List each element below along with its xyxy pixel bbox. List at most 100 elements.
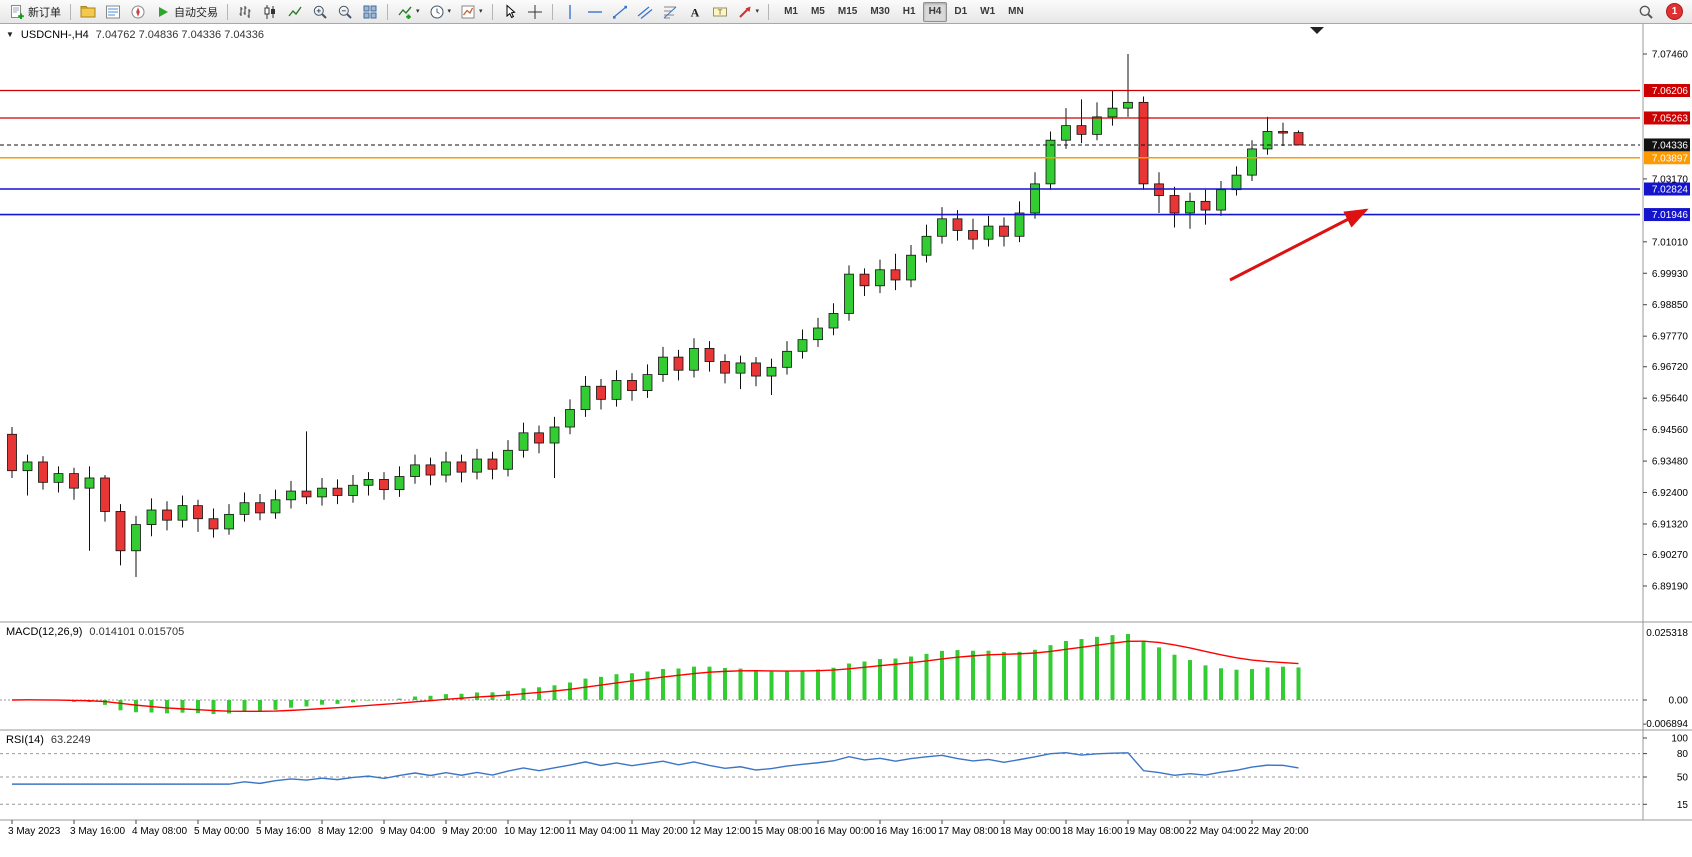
annotation-arrow[interactable] <box>1229 208 1369 282</box>
indicators-button[interactable]: ▾ <box>393 2 424 22</box>
chart-symbol-header: ▼ USDCNH-,H4 7.04762 7.04836 7.04336 7.0… <box>6 29 264 41</box>
symbol-label: USDCNH-,H4 <box>20 29 89 41</box>
svg-text:100: 100 <box>1671 734 1688 745</box>
crosshair-button[interactable] <box>523 2 547 22</box>
timeframe-button-W1[interactable]: W1 <box>974 2 1001 22</box>
macd-header: MACD(12,26,9) 0.014101 0.015705 <box>6 626 184 638</box>
svg-text:6.96720: 6.96720 <box>1652 362 1689 373</box>
svg-text:11 May 20:00: 11 May 20:00 <box>628 826 688 837</box>
svg-text:7.07460: 7.07460 <box>1652 50 1689 61</box>
svg-text:6.94560: 6.94560 <box>1652 425 1689 436</box>
horizontal-line-button[interactable] <box>583 2 607 22</box>
channel-button[interactable] <box>633 2 657 22</box>
zoom-in-button[interactable] <box>308 2 332 22</box>
symbol-ohlc: 7.04762 7.04836 7.04336 7.04336 <box>95 29 264 41</box>
svg-text:16 May 16:00: 16 May 16:00 <box>876 826 937 837</box>
svg-text:17 May 08:00: 17 May 08:00 <box>938 826 999 837</box>
periods-button[interactable]: ▾ <box>425 2 456 22</box>
autotrading-icon <box>159 6 168 17</box>
notification-badge[interactable]: 1 <box>1666 3 1683 20</box>
periods-icon <box>430 5 444 18</box>
zoom-out-button[interactable] <box>333 2 357 22</box>
autotrading-label: 自动交易 <box>174 6 218 19</box>
toolbar-separator <box>551 3 553 20</box>
trendline-button[interactable] <box>608 2 632 22</box>
bar-chart-button[interactable] <box>233 2 257 22</box>
search-button[interactable] <box>1634 2 1658 22</box>
svg-text:-0.006894: -0.006894 <box>1643 719 1688 730</box>
svg-text:9 May 20:00: 9 May 20:00 <box>442 826 497 837</box>
timeframe-button-M1[interactable]: M1 <box>778 2 804 22</box>
new-order-label: 新订单 <box>28 6 61 19</box>
navigator-button[interactable] <box>126 2 150 22</box>
svg-text:7.05263: 7.05263 <box>1652 113 1689 124</box>
chart-window: 7.06206 7.05263 7.04336 7.03897 7.02824 7.019… <box>0 24 1692 857</box>
autotrading-button[interactable]: 自动交易 <box>151 2 222 22</box>
profiles-icon <box>80 5 96 17</box>
chart-shift-marker[interactable] <box>1310 27 1324 34</box>
main-toolbar: 新订单 自动交易 <box>0 0 1692 24</box>
svg-text:7.02824: 7.02824 <box>1652 184 1689 195</box>
collapse-triangle-icon[interactable]: ▼ <box>6 30 14 39</box>
chevron-down-icon: ▾ <box>416 8 420 15</box>
svg-text:T: T <box>717 7 722 16</box>
svg-text:A: A <box>690 5 699 19</box>
svg-text:19 May 08:00: 19 May 08:00 <box>1124 826 1185 837</box>
cursor-button[interactable] <box>498 2 522 22</box>
svg-text:6.97770: 6.97770 <box>1652 332 1689 343</box>
timeframe-button-M30[interactable]: M30 <box>864 2 895 22</box>
price-level-badge <box>1644 138 1690 152</box>
macd-label: MACD(12,26,9) <box>6 626 83 638</box>
svg-text:6.90270: 6.90270 <box>1652 550 1689 561</box>
timeframe-button-H4[interactable]: H4 <box>922 1 948 22</box>
tile-windows-icon <box>363 5 377 18</box>
zoom-in-icon <box>313 5 327 19</box>
arrows-icon <box>738 6 751 18</box>
svg-text:16 May 00:00: 16 May 00:00 <box>814 826 875 837</box>
templates-icon <box>461 5 475 18</box>
timeframe-button-H1[interactable]: H1 <box>897 2 922 22</box>
panel-borders <box>0 24 1692 821</box>
svg-text:11 May 04:00: 11 May 04:00 <box>566 826 626 837</box>
templates-button[interactable]: ▾ <box>456 2 487 22</box>
arrows-button[interactable]: ▾ <box>733 2 764 22</box>
tile-windows-button[interactable] <box>358 2 382 22</box>
svg-text:6.91320: 6.91320 <box>1652 519 1689 530</box>
text-label-button[interactable]: T <box>708 2 732 22</box>
horizontal-line-icon <box>587 10 602 13</box>
macd-signal-line <box>11 640 1299 713</box>
toolbar-separator <box>70 3 71 20</box>
candles-layer <box>7 54 1304 577</box>
timeframe-button-M15[interactable]: M15 <box>832 2 863 22</box>
profiles-button[interactable] <box>76 2 100 22</box>
new-order-button[interactable]: 新订单 <box>5 2 65 22</box>
price-level-badge <box>1644 182 1690 196</box>
price-axis[interactable]: 7.07460 7.03170 7.01010 6.99930 6.98850 6.977… <box>1643 50 1688 593</box>
rsi-line <box>12 752 1299 785</box>
price-level-badge <box>1644 208 1690 222</box>
market-watch-button[interactable] <box>101 2 125 22</box>
svg-text:22 May 20:00: 22 May 20:00 <box>1248 826 1309 837</box>
timeframe-button-MN[interactable]: MN <box>1002 2 1030 22</box>
svg-text:50: 50 <box>1677 773 1689 784</box>
text-button[interactable]: A <box>683 2 707 22</box>
chevron-down-icon: ▾ <box>447 8 452 15</box>
fibonacci-button[interactable] <box>658 2 682 22</box>
line-chart-button[interactable] <box>283 2 307 22</box>
svg-text:6.98850: 6.98850 <box>1652 300 1689 311</box>
toolbar-separator <box>768 3 770 20</box>
vertical-line-button[interactable] <box>558 2 582 22</box>
svg-text:6.92400: 6.92400 <box>1652 488 1689 499</box>
chart-canvas[interactable]: 7.06206 7.05263 7.04336 7.03897 7.02824 7.019… <box>0 24 1692 857</box>
svg-text:3 May 16:00: 3 May 16:00 <box>70 826 125 837</box>
svg-text:22 May 04:00: 22 May 04:00 <box>1186 826 1247 837</box>
rsi-label: RSI(14) <box>6 734 44 746</box>
svg-text:7.04336: 7.04336 <box>1652 140 1689 151</box>
svg-text:4 May 08:00: 4 May 08:00 <box>132 826 187 837</box>
candlestick-chart-button[interactable] <box>258 2 282 22</box>
fibonacci-icon <box>663 6 676 18</box>
time-axis[interactable]: 3 May 2023 3 May 16:00 4 May 08:00 5 May 00… <box>8 820 1309 837</box>
timeframe-button-D1[interactable]: D1 <box>948 2 973 22</box>
timeframe-button-M5[interactable]: M5 <box>805 2 831 22</box>
chevron-down-icon: ▾ <box>755 8 760 15</box>
